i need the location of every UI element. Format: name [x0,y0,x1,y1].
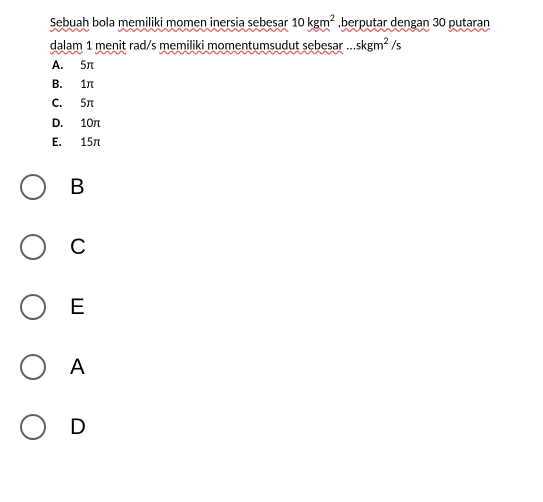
sub-option-row: A.5π [52,57,543,75]
sub-option-letter: E. [52,134,80,152]
question-text-fragment: ...skgm [343,38,383,53]
sub-option-row: D.10π [52,115,543,133]
question-text-fragment: dalam [50,38,83,53]
question-text-fragment: berputar dengan [341,15,429,30]
radio-option-c[interactable]: C [20,234,543,260]
sub-option-row: C.5π [52,95,543,113]
sub-option-row: B.1π [52,76,543,94]
radio-label: E [70,294,85,320]
sub-option-value: 15π [80,134,100,152]
radio-option-d[interactable]: D [20,414,543,440]
sub-option-letter: A. [52,57,80,75]
question-text-fragment: putaran [449,15,490,30]
question-text-fragment: 1 [83,38,95,53]
question-text-fragment: 30 [429,15,448,30]
radio-circle-icon[interactable] [20,414,46,440]
question-block: Sebuah bola memiliki momen inersia sebes… [0,12,543,152]
radio-option-b[interactable]: B [20,174,543,200]
sub-option-letter: C. [52,95,80,113]
radio-option-e[interactable]: E [20,294,543,320]
question-text-fragment: rad/s [126,38,159,53]
radio-label: B [70,174,85,200]
sub-option-value: 10π [80,115,100,133]
sub-option-letter: D. [52,115,80,133]
question-line-1: Sebuah bola memiliki momen inersia sebes… [50,12,543,33]
question-text-fragment: menit [95,38,126,53]
question-text-fragment: Sebuah [50,15,89,30]
radio-circle-icon[interactable] [20,354,46,380]
sub-option-letter: B. [52,76,80,94]
radio-circle-icon[interactable] [20,234,46,260]
sub-options-list: A.5πB.1πC.5πD.10πE.15π [50,57,543,152]
radio-label: D [70,414,86,440]
question-text-fragment: kgm [307,15,329,30]
radio-label: C [70,234,86,260]
radio-circle-icon[interactable] [20,294,46,320]
question-text-fragment: bola [89,15,118,30]
radio-option-a[interactable]: A [20,354,543,380]
question-text-fragment: memiliki momen inersia sebesar [118,15,288,30]
question-line-2: dalam 1 menit rad/s memiliki momentumsud… [50,35,543,56]
radio-label: A [70,354,85,380]
sub-option-value: 1π [80,76,94,94]
question-text-fragment: /s [388,38,401,53]
radio-circle-icon[interactable] [20,174,46,200]
sub-option-value: 5π [80,95,94,113]
answer-radio-group: B C E A D [0,174,543,440]
sub-option-value: 5π [80,57,94,75]
question-text-fragment: 10 [288,15,307,30]
sub-option-row: E.15π [52,134,543,152]
question-text-fragment: memiliki momentumsudut sebesar [159,38,343,53]
